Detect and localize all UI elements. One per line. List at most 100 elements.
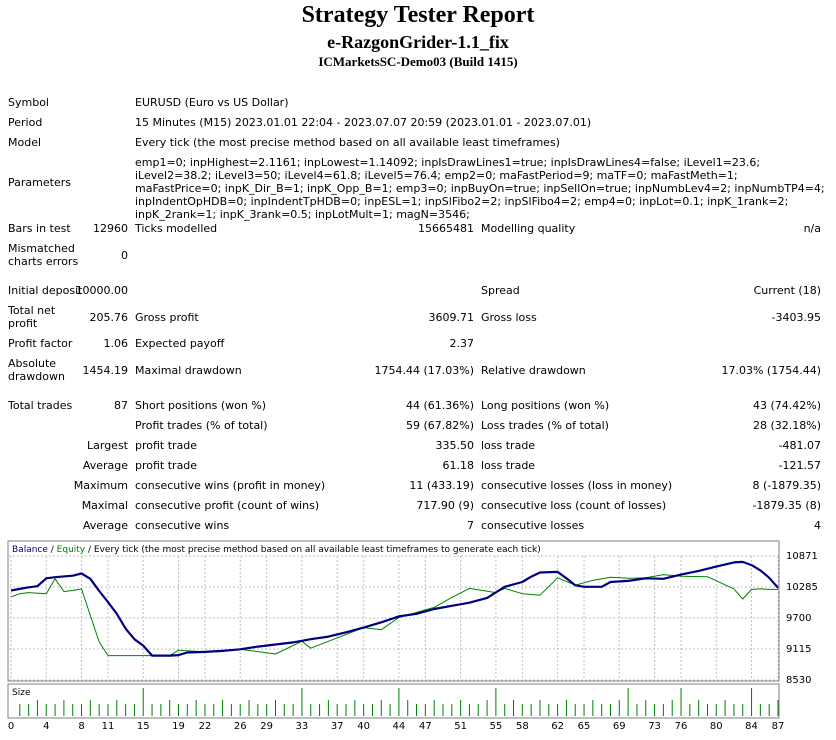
x-tick-label: 0 xyxy=(7,721,15,732)
max-consec-loss-value: -1879.35 (8) xyxy=(752,499,821,512)
account-info: ICMarketsSC-Demo03 (Build 1415) xyxy=(318,54,518,69)
netprofit-label: Total net profit xyxy=(8,304,56,330)
ptrades-label: Profit trades (% of total) xyxy=(135,419,268,432)
avg-consec-losses-value: 4 xyxy=(814,519,821,532)
netprofit-value: 205.76 xyxy=(89,311,129,324)
x-tick-label: 40 xyxy=(357,721,370,732)
average-loss-value: -121.57 xyxy=(778,459,821,472)
symbol-label: Symbol xyxy=(8,96,49,109)
short-value: 44 (61.36%) xyxy=(405,399,474,412)
max-consec-profit-value: 717.90 (9) xyxy=(416,499,474,512)
mismatch-label: Mismatched charts errors xyxy=(8,242,79,268)
chart-series xyxy=(10,560,779,657)
deposit-value: 10000.00 xyxy=(75,284,129,297)
expert-name: e-RazgonGrider-1.1_fix xyxy=(327,32,509,52)
x-tick-label: 76 xyxy=(674,721,688,732)
maxdd-label: Maximal drawdown xyxy=(135,364,242,377)
pf-value: 1.06 xyxy=(103,337,129,350)
trades-label: Total trades xyxy=(8,399,73,412)
maximum-label: Maximum xyxy=(73,479,128,492)
legend-equity: Equity xyxy=(57,545,86,555)
x-tick-label: 4 xyxy=(43,721,50,732)
y-tick-label: 10871 xyxy=(786,551,818,562)
equity-line xyxy=(10,574,778,657)
ptrades-value: 59 (67.82%) xyxy=(405,419,474,432)
period-label: Period xyxy=(8,116,43,129)
bars-label: Bars in test xyxy=(8,222,71,235)
avg-consec-losses-label: consecutive losses xyxy=(481,519,585,532)
absdd-label: Absolute drawdown xyxy=(8,357,65,383)
x-tick-label: 22 xyxy=(198,721,212,732)
y-tick-label: 9700 xyxy=(786,613,811,624)
size-bars xyxy=(19,688,779,716)
size-label: Size xyxy=(12,688,31,698)
absdd-value: 1454.19 xyxy=(82,364,129,377)
maximal-label: Maximal xyxy=(81,499,128,512)
x-tick-label: 29 xyxy=(260,721,274,732)
x-tick-label: 73 xyxy=(648,721,661,732)
ltrades-label: Loss trades (% of total) xyxy=(481,419,609,432)
x-tick-label: 87 xyxy=(771,721,785,732)
short-label: Short positions (won %) xyxy=(135,399,267,412)
x-tick-label: 11 xyxy=(101,721,115,732)
x-tick-label: 33 xyxy=(295,721,309,732)
payoff-label: Expected payoff xyxy=(135,337,225,350)
largest-loss-label: loss trade xyxy=(481,439,536,452)
y-tick-label: 8530 xyxy=(786,675,811,686)
avg-consec-wins-label: consecutive wins xyxy=(135,519,230,532)
average-profit-label: profit trade xyxy=(135,459,198,472)
spread-value: Current (18) xyxy=(753,284,821,297)
quality-value: n/a xyxy=(803,222,821,235)
long-value: 43 (74.42%) xyxy=(752,399,821,412)
bars-value: 12960 xyxy=(93,222,128,235)
x-tick-label: 80 xyxy=(709,721,723,732)
largest-loss-value: -481.07 xyxy=(778,439,821,452)
max-consec-losses-value: 8 (-1879.35) xyxy=(752,479,821,492)
chart-grid xyxy=(9,555,779,681)
quality-label: Modelling quality xyxy=(481,222,576,235)
x-tick-label: 44 xyxy=(392,721,406,732)
model-value: Every tick (the most precise method base… xyxy=(135,136,560,149)
average-profit-value: 61.18 xyxy=(442,459,475,472)
largest-profit-label: profit trade xyxy=(135,439,198,452)
reldd-value: 17.03% (1754.44) xyxy=(721,364,821,377)
report-title: Strategy Tester Report xyxy=(301,2,535,28)
payoff-value: 2.37 xyxy=(449,337,475,350)
x-tick-label: 19 xyxy=(172,721,185,732)
max-consec-wins-value: 11 (433.19) xyxy=(409,479,474,492)
long-label: Long positions (won %) xyxy=(481,399,610,412)
max-consec-loss-label: consecutive loss (count of losses) xyxy=(481,499,667,512)
max-consec-profit-label: consecutive profit (count of wins) xyxy=(135,499,320,512)
period-value: 15 Minutes (M15) 2023.01.01 22:04 - 2023… xyxy=(135,116,592,129)
x-tick-label: 37 xyxy=(330,721,344,732)
mismatch-value: 0 xyxy=(121,249,128,262)
average-label: Average xyxy=(82,459,128,472)
legend-balance: Balance xyxy=(12,545,48,555)
x-tick-label: 26 xyxy=(233,721,247,732)
average2-label: Average xyxy=(82,519,128,532)
ticks-label: Ticks modelled xyxy=(135,222,218,235)
y-tick-label: 10285 xyxy=(786,582,818,593)
ticks-value: 15665481 xyxy=(418,222,474,235)
legend-description: / Every tick (the most precise method ba… xyxy=(85,545,541,555)
maxdd-value: 1754.44 (17.03%) xyxy=(374,364,474,377)
size-frame xyxy=(7,683,780,719)
x-tick-label: 55 xyxy=(489,721,503,732)
max-consec-wins-label: consecutive wins (profit in money) xyxy=(135,479,326,492)
largest-profit-value: 335.50 xyxy=(435,439,475,452)
x-tick-label: 8 xyxy=(78,721,85,732)
x-tick-label: 69 xyxy=(612,721,626,732)
parameters-label: Parameters xyxy=(8,176,71,189)
symbol-value: EURUSD (Euro vs US Dollar) xyxy=(135,96,289,109)
y-tick-label: 9115 xyxy=(786,644,811,655)
largest-label: Largest xyxy=(87,439,128,452)
grossprofit-label: Gross profit xyxy=(135,311,199,324)
trades-value: 87 xyxy=(114,399,128,412)
balance-line xyxy=(10,560,779,657)
x-tick-label: 15 xyxy=(136,721,150,732)
y-tick-labels: 10871 10285 9700 9115 8530 xyxy=(786,551,818,686)
max-consec-losses-label: consecutive losses (loss in money) xyxy=(481,479,673,492)
x-tick-label: 62 xyxy=(551,721,564,732)
ltrades-value: 28 (32.18%) xyxy=(752,419,821,432)
x-tick-label: 51 xyxy=(454,721,467,732)
